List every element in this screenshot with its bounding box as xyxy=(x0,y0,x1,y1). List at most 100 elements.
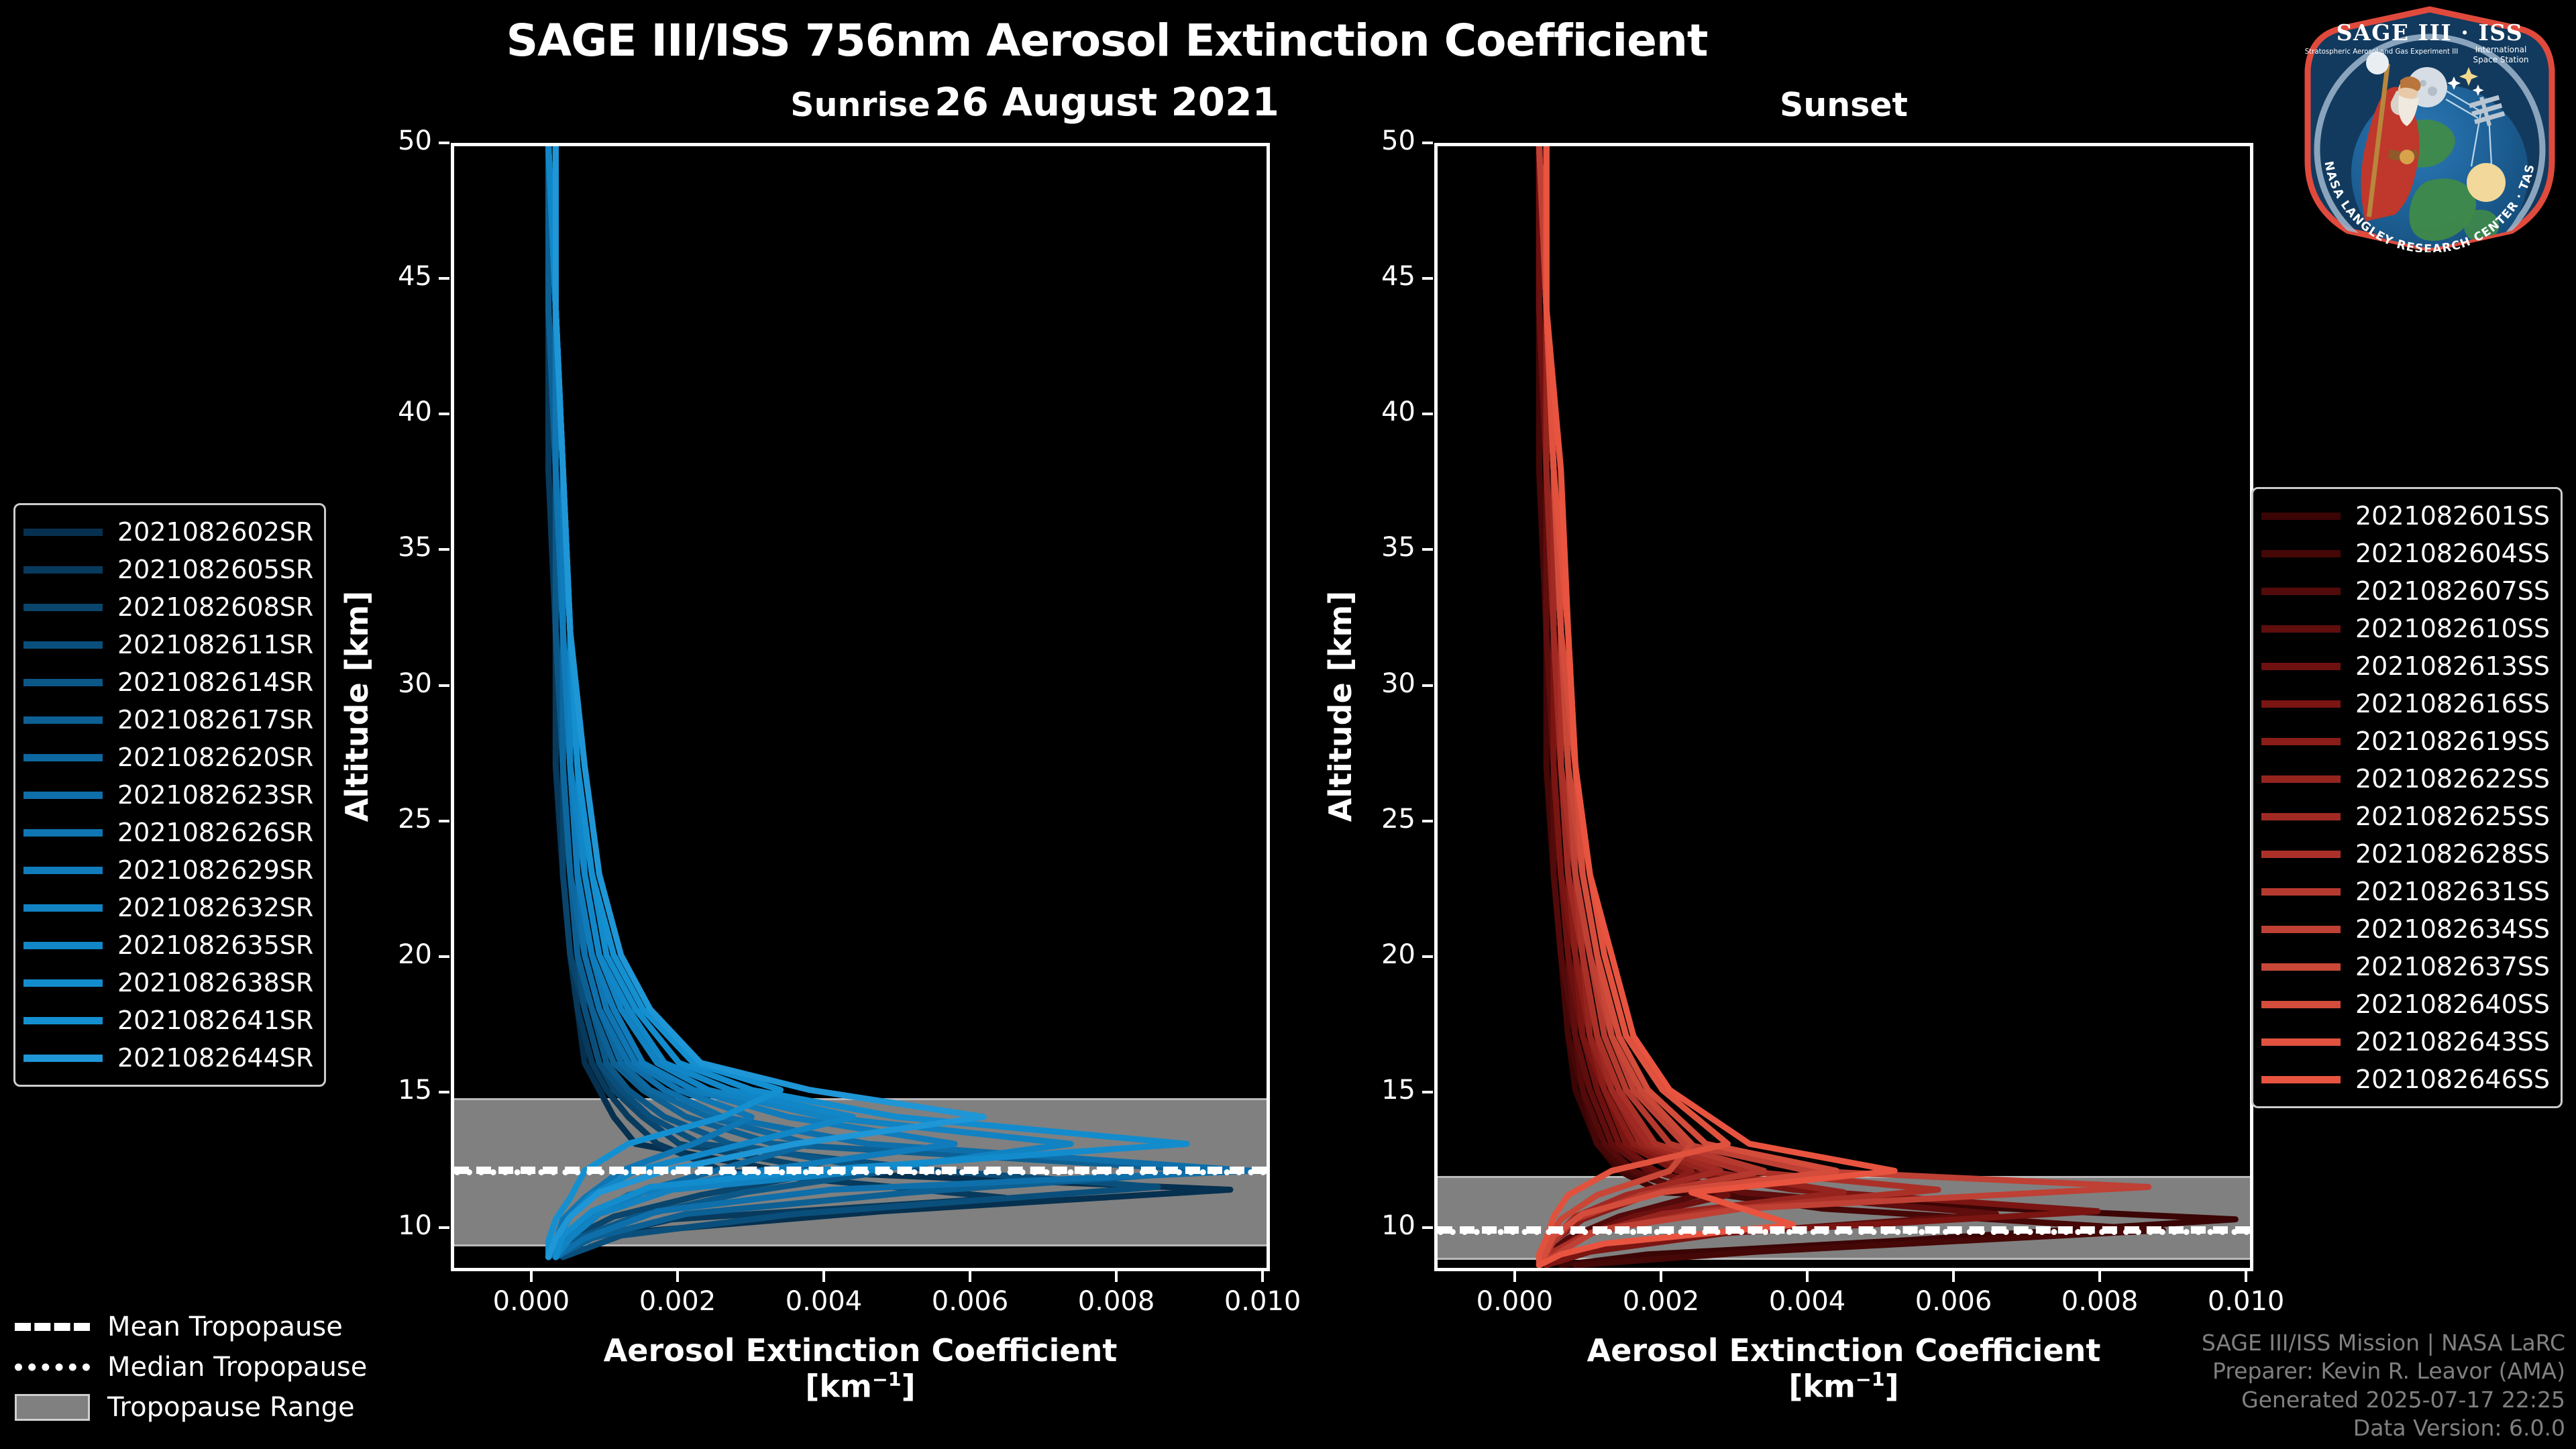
sunset-legend-item[interactable]: 2021082616SS xyxy=(2261,685,2550,722)
legend-item-label: 2021082637SS xyxy=(2355,952,2550,981)
sunset-legend-item[interactable]: 2021082601SS xyxy=(2261,497,2550,535)
legend-color-swatch xyxy=(23,791,103,799)
y-axis-label: Altitude [km] xyxy=(339,590,375,822)
legend-color-swatch xyxy=(23,678,103,686)
y-tick-label: 50 xyxy=(1381,125,1415,156)
legend-item-label: 2021082625SS xyxy=(2355,802,2550,831)
sunset-legend-item[interactable]: 2021082634SS xyxy=(2261,910,2550,948)
sunset-legend-item[interactable]: 2021082613SS xyxy=(2261,647,2550,685)
tropopause-legend: Mean Tropopause Median Tropopause Tropopau… xyxy=(15,1307,367,1428)
y-tick-mark xyxy=(439,548,449,551)
logo-title: SAGE III · ISS xyxy=(2337,19,2523,46)
sunrise-legend-item[interactable]: 2021082644SR xyxy=(23,1039,313,1077)
y-tick-mark xyxy=(1422,1091,1433,1094)
sunset-legend-item[interactable]: 2021082622SS xyxy=(2261,760,2550,798)
tropopause-range-swatch xyxy=(15,1394,90,1421)
legend-color-swatch xyxy=(2261,850,2341,858)
y-tick-mark xyxy=(1422,955,1433,958)
legend-color-swatch xyxy=(23,866,103,874)
legend-color-swatch xyxy=(2261,625,2341,633)
sunrise-legend-item[interactable]: 2021082638SR xyxy=(23,964,313,1002)
series-line xyxy=(549,146,955,1257)
sunrise-legend-item[interactable]: 2021082635SR xyxy=(23,926,313,964)
sunset-legend-item[interactable]: 2021082625SS xyxy=(2261,798,2550,835)
sunrise-legend-item[interactable]: 2021082608SR xyxy=(23,588,313,626)
sunrise-legend-item[interactable]: 2021082620SR xyxy=(23,739,313,776)
range-box xyxy=(15,1394,90,1421)
legend-color-swatch xyxy=(2261,737,2341,745)
logo-subtitle-left: Stratospheric Aerosol and Gas Experiment… xyxy=(2305,48,2459,56)
legend-item-label: 2021082617SR xyxy=(117,705,314,735)
sunrise-legend-item[interactable]: 2021082602SR xyxy=(23,513,313,551)
legend-color-swatch xyxy=(2261,1000,2341,1008)
sunrise-legend-item[interactable]: 2021082611SR xyxy=(23,626,313,663)
y-tick-mark xyxy=(439,142,449,144)
legend-color-swatch xyxy=(23,716,103,724)
tropopause-legend-item[interactable]: Mean Tropopause xyxy=(15,1307,367,1347)
legend-item-label: 2021082622SS xyxy=(2355,764,2550,794)
sunrise-legend-item[interactable]: 2021082617SR xyxy=(23,701,313,739)
sunset-legend-item[interactable]: 2021082643SS xyxy=(2261,1023,2550,1061)
sunset-legend-item[interactable]: 2021082604SS xyxy=(2261,535,2550,572)
series-line xyxy=(549,146,890,1257)
x-tick-label: 0.008 xyxy=(1077,1286,1155,1317)
y-tick-mark xyxy=(1422,413,1433,416)
x-axis-label-units: [km−1] xyxy=(1788,1368,1899,1405)
credits-block: SAGE III/ISS Mission | NASA LaRC Preparer… xyxy=(2202,1329,2565,1442)
sunset-legend-item[interactable]: 2021082646SS xyxy=(2261,1061,2550,1098)
tropopause-legend-item[interactable]: Tropopause Range xyxy=(15,1387,367,1428)
y-tick-mark xyxy=(439,819,449,822)
x-tick-label: 0.002 xyxy=(1622,1286,1700,1317)
sunset-legend: 2021082601SS 2021082604SS 2021082607SS 2021… xyxy=(2251,487,2563,1108)
legend-item-label: 2021082646SS xyxy=(2355,1065,2550,1094)
sunset-legend-item[interactable]: 2021082631SS xyxy=(2261,873,2550,910)
sunset-legend-item[interactable]: 2021082640SS xyxy=(2261,985,2550,1023)
tropopause-legend-item[interactable]: Median Tropopause xyxy=(15,1347,367,1387)
y-tick-label: 20 xyxy=(1381,938,1415,970)
sunset-legend-item[interactable]: 2021082610SS xyxy=(2261,610,2550,647)
legend-color-swatch xyxy=(23,528,103,536)
credits-line: Generated 2025-07-17 22:25 xyxy=(2241,1386,2565,1413)
legend-color-swatch xyxy=(23,603,103,611)
sunrise-legend-item[interactable]: 2021082626SR xyxy=(23,814,313,851)
legend-item-label: 2021082613SS xyxy=(2355,651,2550,681)
legend-color-swatch xyxy=(2261,587,2341,595)
sunrise-legend-item[interactable]: 2021082614SR xyxy=(23,663,313,701)
sunrise-legend-item[interactable]: 2021082623SR xyxy=(23,776,313,814)
x-tick-mark xyxy=(822,1271,825,1282)
sunrise-legend-item[interactable]: 2021082641SR xyxy=(23,1002,313,1039)
x-axis-label-line1: Aerosol Extinction Coefficient xyxy=(603,1332,1118,1368)
y-tick-mark xyxy=(439,1226,449,1230)
sunrise-legend-item[interactable]: 2021082605SR xyxy=(23,551,313,588)
credits-line: Preparer: Kevin R. Leavor (AMA) xyxy=(2212,1358,2565,1385)
sunrise-legend-item[interactable]: 2021082632SR xyxy=(23,889,313,926)
credits-line: Data Version: 6.0.0 xyxy=(2353,1414,2565,1441)
legend-item-label: 2021082634SS xyxy=(2355,914,2550,944)
legend-item-label: 2021082604SS xyxy=(2355,539,2550,568)
x-tick-label: 0.006 xyxy=(931,1286,1009,1317)
legend-item-label: 2021082629SR xyxy=(117,855,314,885)
x-axis-label: Aerosol Extinction Coefficient [km−1] xyxy=(451,1332,1270,1405)
x-tick-label: 0.006 xyxy=(1915,1286,1992,1317)
legend-item-label: 2021082638SR xyxy=(117,968,314,998)
sunrise-legend-item[interactable]: 2021082629SR xyxy=(23,851,313,889)
x-tick-label: 0.008 xyxy=(2061,1286,2139,1317)
x-tick-mark xyxy=(1261,1271,1265,1282)
x-tick-mark xyxy=(1952,1271,1955,1282)
x-tick-mark xyxy=(529,1271,533,1282)
legend-item-label: 2021082605SR xyxy=(117,555,314,584)
legend-item-label: 2021082610SS xyxy=(2355,614,2550,643)
legend-item-label: 2021082626SR xyxy=(117,818,314,847)
sunset-legend-item[interactable]: 2021082619SS xyxy=(2261,722,2550,760)
legend-color-swatch xyxy=(2261,888,2341,896)
sunset-legend-item[interactable]: 2021082628SS xyxy=(2261,835,2550,873)
y-tick-label: 10 xyxy=(398,1210,432,1242)
sunset-legend-item[interactable]: 2021082607SS xyxy=(2261,572,2550,610)
x-tick-label: 0.002 xyxy=(639,1286,716,1317)
x-tick-mark xyxy=(676,1271,679,1282)
tropopause-legend-label: Median Tropopause xyxy=(107,1352,368,1383)
line-sample xyxy=(15,1323,90,1331)
legend-color-swatch xyxy=(23,753,103,761)
sunset-legend-item[interactable]: 2021082637SS xyxy=(2261,948,2550,985)
x-tick-label: 0.004 xyxy=(785,1286,863,1317)
